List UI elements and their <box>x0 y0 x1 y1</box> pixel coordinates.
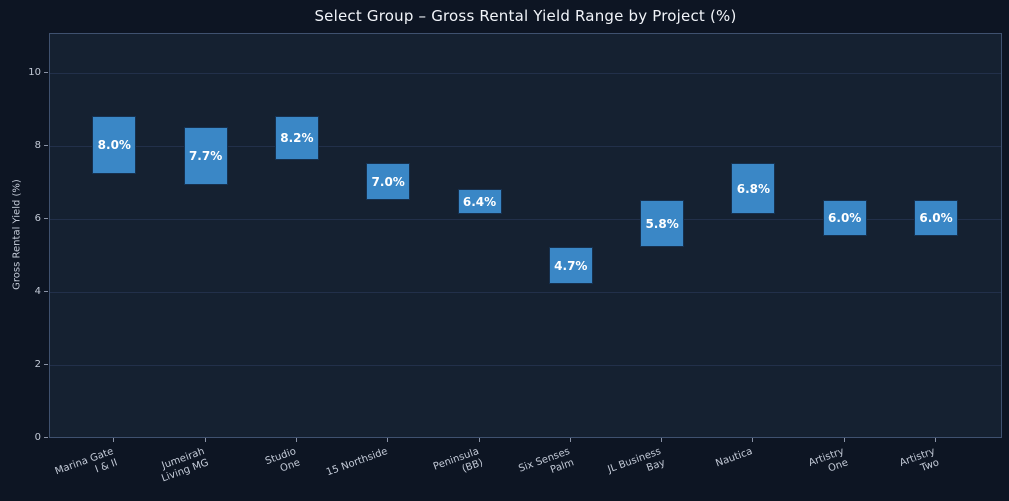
bar: 8.2% <box>274 115 319 160</box>
bar: 5.8% <box>640 199 685 248</box>
bar-value-label: 6.0% <box>919 211 953 226</box>
bar-value-label: 8.0% <box>97 138 131 153</box>
bar-value-label: 6.0% <box>828 211 862 226</box>
x-tick-mark <box>935 438 936 442</box>
bar: 6.8% <box>731 163 776 215</box>
bar-value-label: 6.4% <box>462 194 497 209</box>
bar-value-label: 6.8% <box>736 181 771 196</box>
bar-value-label: 7.7% <box>188 149 223 164</box>
bar: 7.7% <box>183 126 228 186</box>
x-tick-mark <box>478 438 480 442</box>
gridline <box>50 365 1001 367</box>
y-tick-mark <box>44 218 48 220</box>
gridline <box>50 73 1001 75</box>
x-tick-label: Studio One <box>263 446 302 475</box>
y-tick-label: 6 <box>34 213 41 225</box>
bar: 4.7% <box>548 247 593 284</box>
x-tick-mark <box>843 438 845 442</box>
y-tick-mark <box>44 437 48 438</box>
gridline <box>50 292 1001 294</box>
y-tick-label: 10 <box>28 67 41 79</box>
x-tick-mark <box>569 438 571 442</box>
x-tick-mark <box>113 438 115 442</box>
x-tick-mark <box>661 438 663 442</box>
gridline <box>50 146 1001 148</box>
y-tick-mark <box>44 72 48 74</box>
bar: 6.0% <box>914 199 958 237</box>
x-tick-label: Nautica <box>714 446 755 470</box>
x-tick-label: Artistry One <box>807 446 850 475</box>
x-tick-label: 15 Northside <box>324 446 389 479</box>
y-tick-label: 4 <box>34 286 41 298</box>
chart-title: Select Group – Gross Rental Yield Range … <box>314 7 737 25</box>
bar: 6.4% <box>457 188 502 215</box>
bar: 6.0% <box>822 199 867 237</box>
y-tick-label: 8 <box>34 140 41 152</box>
y-tick-label: 0 <box>34 432 41 443</box>
x-tick-mark <box>752 438 754 442</box>
bar-value-label: 5.8% <box>645 216 679 231</box>
x-tick-label: Jumeirah Living MG <box>160 446 211 485</box>
x-tick-label: Peninsula (BB) <box>431 446 485 475</box>
y-tick-mark <box>44 291 48 293</box>
bar: 7.0% <box>366 163 411 200</box>
x-tick-mark <box>387 438 389 442</box>
plot-area: 8.0% 7.7% 8.2% 7.0% 6.4% 4.7% 5.8% 6.8% 6.0% 6.0% <box>49 33 1002 438</box>
x-tick-mark <box>204 438 206 442</box>
x-tick-label: Marina Gate I & II <box>53 446 120 478</box>
bar: 8.0% <box>92 115 137 175</box>
y-tick-label: 2 <box>34 359 41 371</box>
x-tick-label: JL Business Bay <box>606 446 667 476</box>
bar-value-label: 7.0% <box>371 174 405 189</box>
x-tick-mark <box>295 438 297 442</box>
bar-value-label: 4.7% <box>554 258 588 273</box>
x-tick-label: Six Senses Palm <box>517 446 576 476</box>
gridline <box>50 219 1001 221</box>
y-tick-mark <box>44 364 48 366</box>
y-tick-mark <box>44 145 48 147</box>
bar-value-label: 8.2% <box>280 130 314 145</box>
x-tick-label: Artistry Two <box>898 446 941 475</box>
